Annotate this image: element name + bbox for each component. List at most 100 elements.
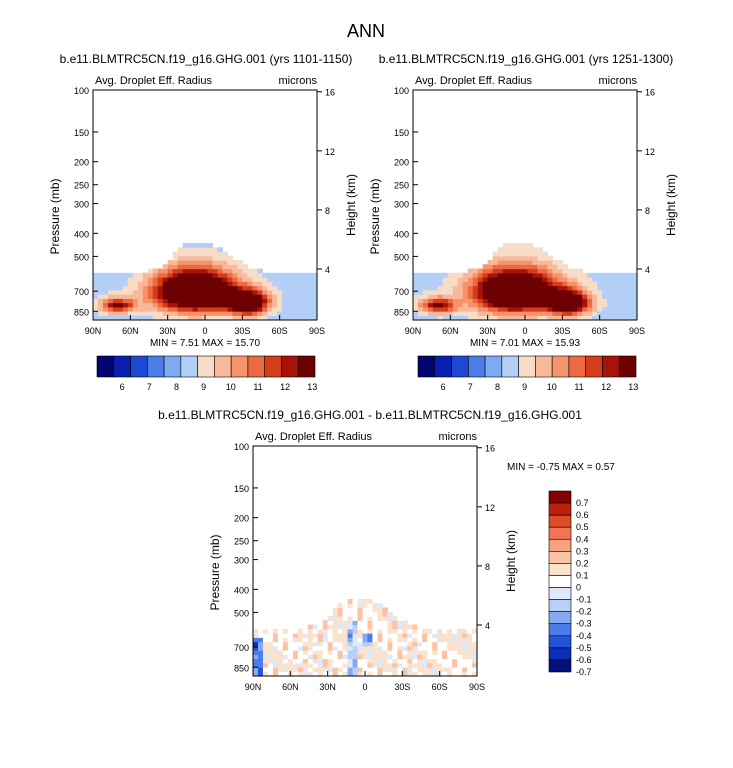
y-tick-label: 200: [394, 158, 409, 168]
heatmap-cell: [537, 302, 544, 308]
heatmap-cell: [412, 628, 418, 634]
heatmap-cell: [262, 654, 269, 660]
heatmap-cell: [257, 298, 263, 304]
heatmap-cell: [417, 650, 423, 655]
heatmap-cell: [552, 264, 558, 270]
heatmap-cell: [597, 277, 603, 282]
heatmap-cell: [417, 658, 423, 664]
heatmap-cell: [357, 611, 364, 617]
heatmap-cell: [447, 658, 453, 664]
heatmap-cell: [97, 306, 104, 312]
y-axis-label: Pressure (mb): [48, 178, 62, 254]
heatmap-cell: [307, 315, 313, 321]
heatmap-cell: [267, 277, 273, 282]
colorbar-swatch: [551, 355, 570, 378]
heatmap-cell: [362, 645, 369, 651]
heatmap-cell: [212, 306, 219, 312]
heatmap-cell: [417, 637, 423, 643]
heatmap-cell: [362, 641, 369, 647]
heatmap-cell: [492, 294, 499, 299]
heatmap-cell: [422, 306, 429, 312]
colorbar-swatch: [602, 355, 620, 378]
heatmap-cell: [277, 654, 284, 660]
heatmap-cell: [342, 645, 349, 651]
heatmap-cell: [202, 268, 209, 274]
heatmap-cell: [252, 315, 258, 321]
heatmap-cell: [382, 658, 388, 664]
heatmap-cell: [392, 633, 398, 638]
heatmap-cell: [202, 264, 209, 270]
heatmap-cell: [577, 272, 583, 278]
heatmap-cell: [512, 251, 519, 257]
heatmap-cell: [447, 285, 454, 291]
heatmap-cell: [437, 641, 443, 647]
heatmap-cell: [97, 315, 104, 321]
heatmap-cell: [462, 637, 468, 643]
heatmap-cell: [362, 628, 369, 634]
heatmap-cell: [597, 294, 603, 299]
heatmap-cell: [267, 311, 273, 316]
heatmap-cell: [347, 620, 354, 626]
heatmap-cell: [507, 289, 514, 295]
heatmap-cell: [167, 272, 174, 278]
heatmap-cell: [327, 645, 334, 651]
heatmap-cell: [272, 628, 279, 634]
heatmap-cell: [542, 315, 548, 321]
heatmap-cell: [137, 285, 144, 291]
heatmap-cell: [257, 658, 264, 664]
heatmap-cell: [542, 306, 548, 312]
heatmap-cell: [392, 662, 398, 668]
heatmap-cell: [197, 306, 204, 312]
heatmap-cell: [277, 289, 283, 295]
heatmap-cell: [257, 667, 264, 672]
heatmap-cell: [327, 650, 334, 655]
heatmap-cell: [147, 285, 154, 291]
heatmap-cell: [632, 306, 638, 312]
heatmap-cell: [217, 311, 224, 316]
heatmap-cell: [132, 306, 139, 312]
heatmap-cell: [102, 281, 109, 287]
heatmap-cell: [267, 662, 274, 668]
heatmap-cell: [182, 289, 189, 295]
heatmap-cell: [217, 260, 224, 265]
heatmap-cell: [442, 645, 448, 651]
heatmap-cell: [467, 311, 474, 316]
heatmap-cell: [442, 272, 449, 278]
heatmap-cell: [387, 671, 393, 677]
heatmap-cell: [397, 658, 403, 664]
heatmap-cell: [392, 628, 398, 634]
colorbar-label: -0.5: [576, 643, 592, 653]
heatmap-cell: [93, 306, 99, 312]
heatmap-cell: [462, 641, 468, 647]
heatmap-cell: [287, 315, 293, 321]
heatmap-cell: [502, 268, 509, 274]
heatmap-cell: [207, 311, 214, 316]
heatmap-cell: [452, 671, 458, 677]
heatmap-cell: [242, 315, 248, 321]
heatmap-cell: [207, 277, 214, 282]
heatmap-cell: [622, 289, 628, 295]
y-tick-label: 700: [234, 643, 249, 653]
heatmap-cell: [567, 311, 573, 316]
heatmap-cell: [452, 281, 459, 287]
colorbar-swatch: [548, 514, 572, 528]
colorbar-label: 6: [441, 382, 446, 392]
heatmap-cell: [527, 272, 534, 278]
heatmap-cell: [502, 302, 509, 308]
x-tick-label: 90N: [405, 326, 422, 336]
heatmap-cell: [152, 298, 159, 304]
heatmap-cell: [497, 315, 504, 321]
heatmap-cell: [132, 298, 139, 304]
heatmap-cell: [187, 277, 194, 282]
heatmap-cell: [317, 624, 324, 630]
heatmap-cell: [413, 302, 419, 308]
heatmap-cell: [632, 294, 638, 299]
heatmap-cell: [592, 311, 598, 316]
colorbar-swatch: [548, 563, 572, 576]
heatmap-cell: [522, 298, 529, 304]
heatmap-cell: [517, 294, 524, 299]
heatmap-cell: [147, 268, 154, 274]
heatmap-cell: [97, 298, 104, 304]
heatmap-cell: [252, 272, 258, 278]
heatmap-cell: [482, 281, 489, 287]
